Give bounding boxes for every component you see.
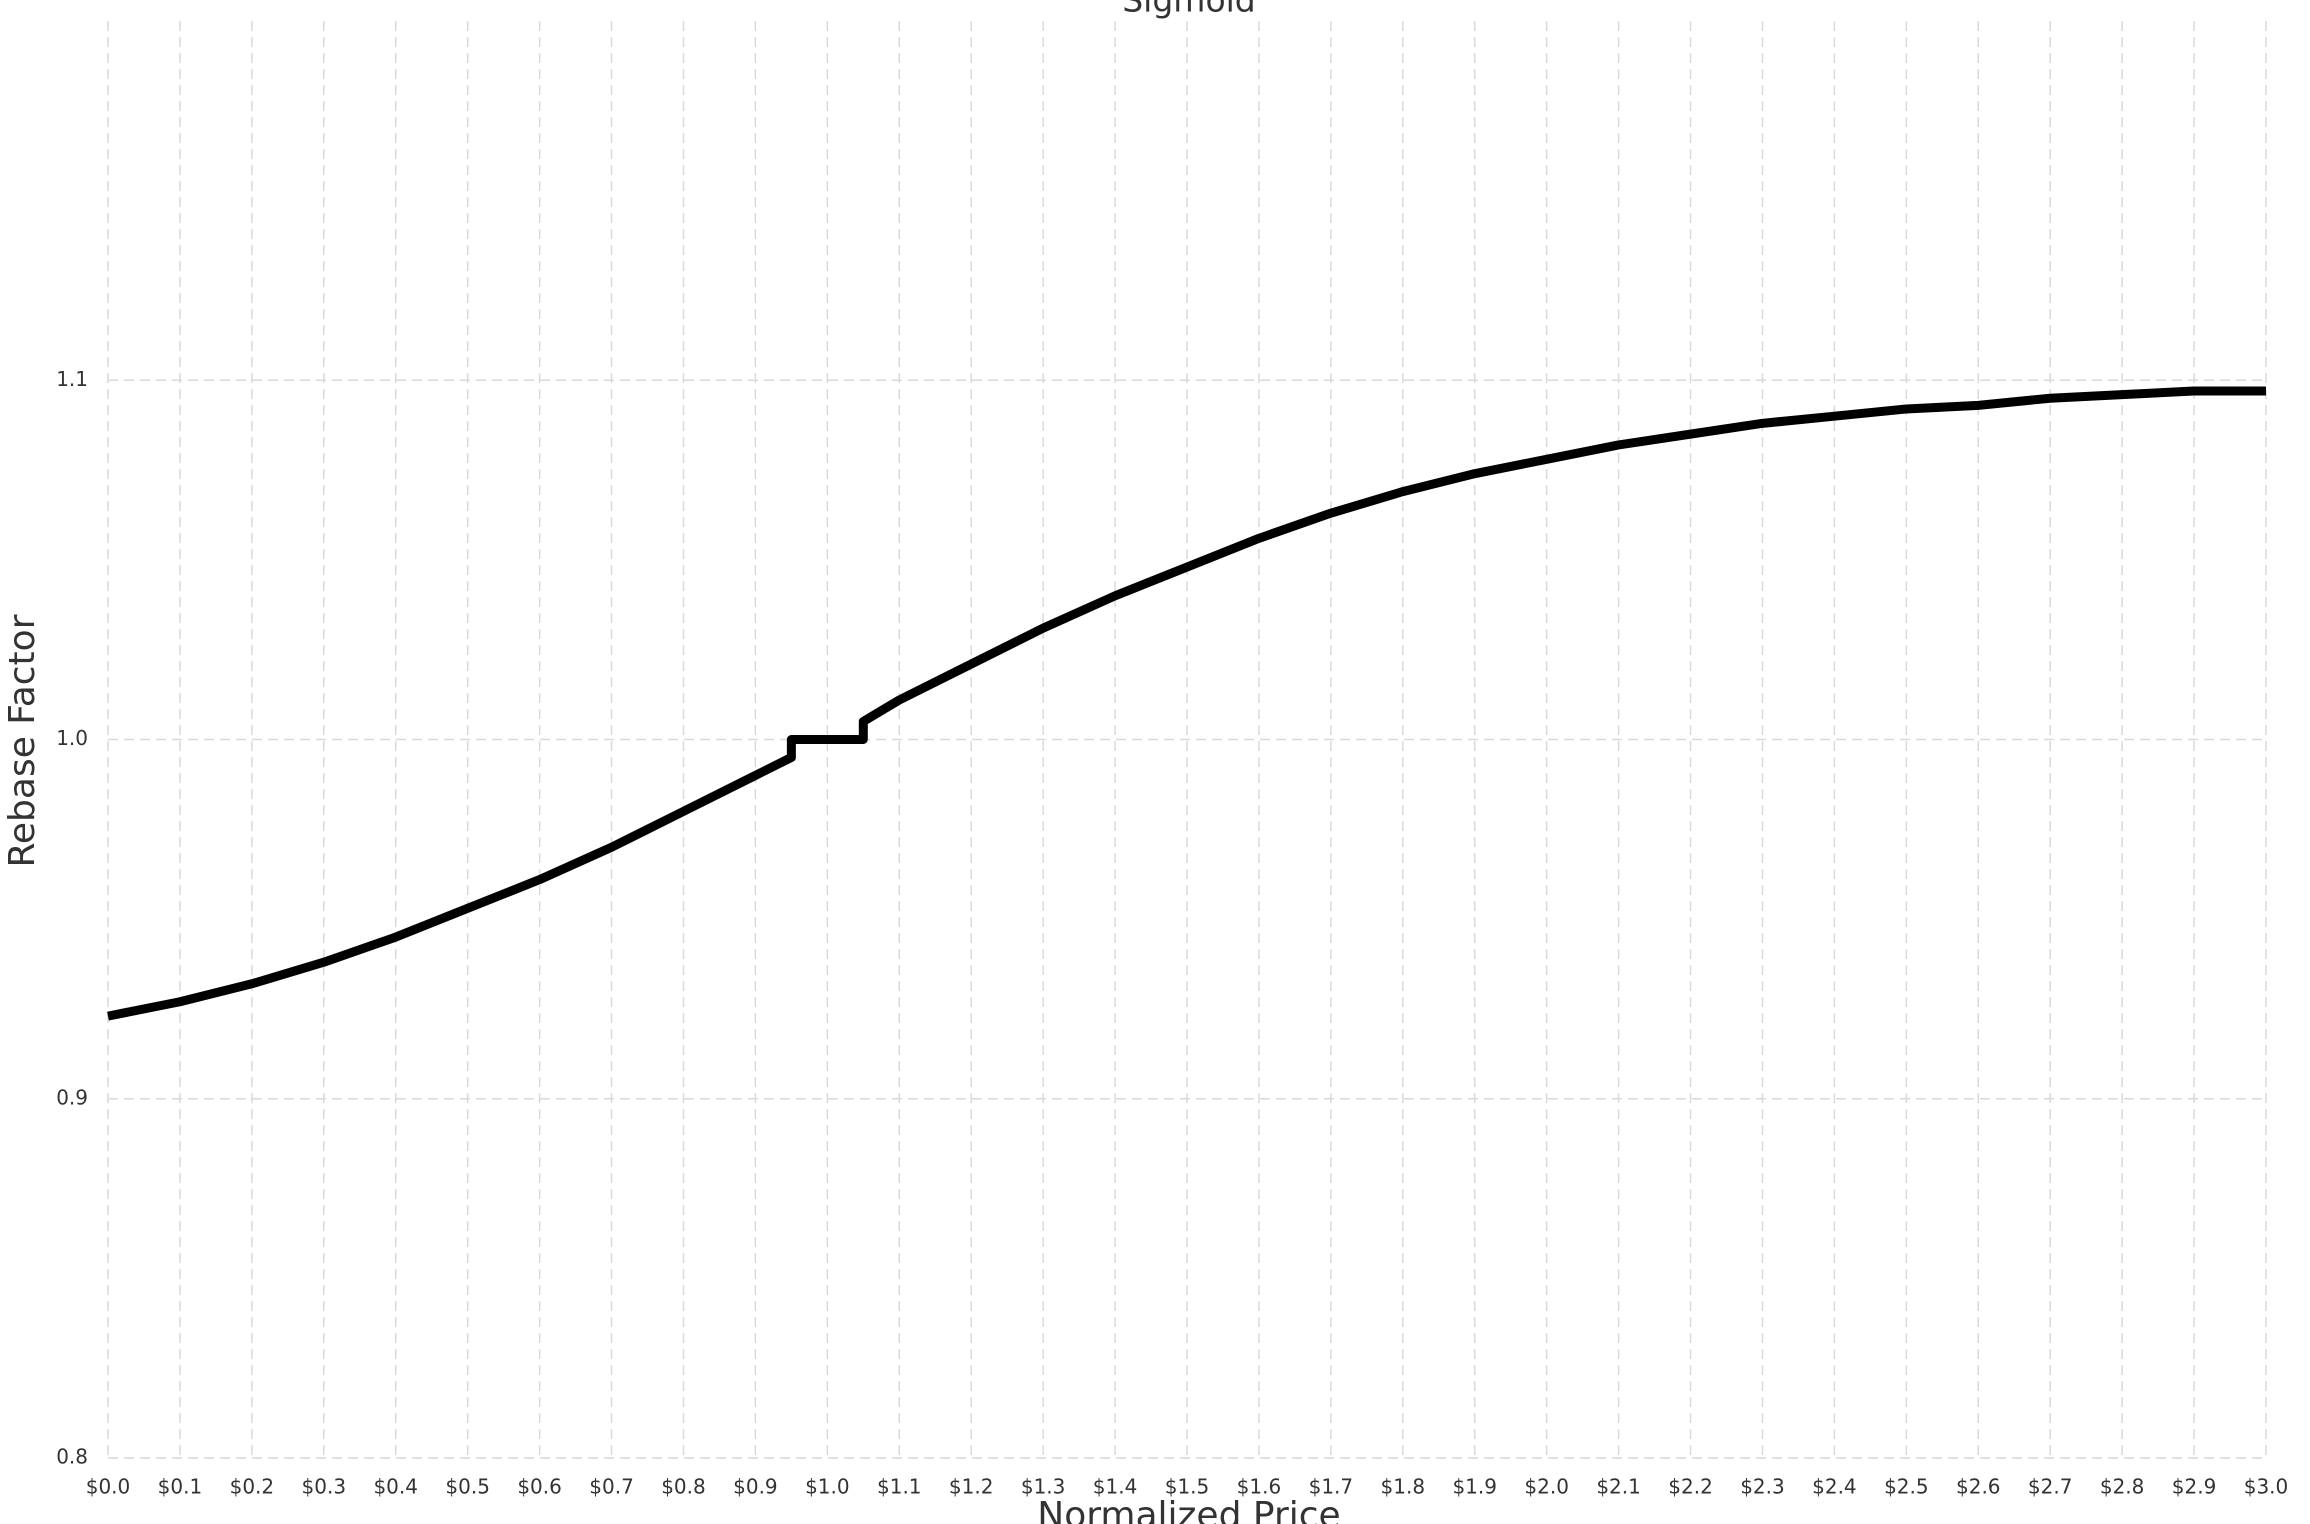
x-tick-label: $2.3 [1740,1475,1785,1499]
x-tick-label: $0.7 [589,1475,634,1499]
x-tick-label: $1.8 [1381,1475,1426,1499]
y-tick-label: 0.8 [56,1445,88,1469]
x-tick-label: $1.9 [1452,1475,1497,1499]
x-tick-label: $2.9 [2172,1475,2217,1499]
x-tick-label: $2.4 [1812,1475,1857,1499]
x-tick-label: $0.1 [158,1475,203,1499]
x-tick-label: $3.0 [2244,1475,2289,1499]
y-tick-label: 0.9 [56,1085,88,1109]
x-axis-label: Normalized Price [1037,1495,1340,1524]
x-tick-label: $2.0 [1524,1475,1569,1499]
x-tick-label: $2.6 [1956,1475,2001,1499]
x-tick-label: $0.3 [302,1475,347,1499]
y-tick-label: 1.0 [56,726,88,750]
x-tick-label: $2.1 [1596,1475,1641,1499]
x-tick-label: $0.6 [517,1475,562,1499]
x-tick-label: $1.0 [805,1475,850,1499]
x-tick-label: $0.5 [445,1475,490,1499]
x-tick-label: $1.6 [1237,1475,1282,1499]
data-line [107,386,2266,1021]
chart-title: Sigmoid [1122,0,1256,20]
x-tick-label: $0.4 [373,1475,418,1499]
x-tick-label: $1.4 [1093,1475,1138,1499]
x-tick-label: $1.5 [1165,1475,1210,1499]
x-tick-label: $0.0 [86,1475,131,1499]
x-tick-label: $1.2 [949,1475,994,1499]
y-axis-label: Rebase Factor [2,614,43,867]
y-tick-label: 1.1 [56,367,88,391]
x-tick-label: $0.8 [661,1475,706,1499]
x-tick-label: $1.7 [1309,1475,1354,1499]
x-tick-label: $0.2 [230,1475,275,1499]
x-tick-label: $1.1 [877,1475,922,1499]
x-tick-label: $2.7 [2028,1475,2073,1499]
x-tick-label: $2.2 [1668,1475,1713,1499]
x-tick-label: $1.3 [1021,1475,1066,1499]
x-tick-label: $0.9 [733,1475,778,1499]
x-tick-label: $2.5 [1884,1475,1929,1499]
x-tick-label: $2.8 [2100,1475,2145,1499]
